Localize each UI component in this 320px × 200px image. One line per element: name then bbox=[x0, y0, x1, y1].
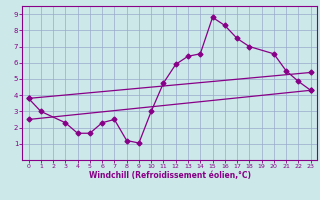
X-axis label: Windchill (Refroidissement éolien,°C): Windchill (Refroidissement éolien,°C) bbox=[89, 171, 251, 180]
